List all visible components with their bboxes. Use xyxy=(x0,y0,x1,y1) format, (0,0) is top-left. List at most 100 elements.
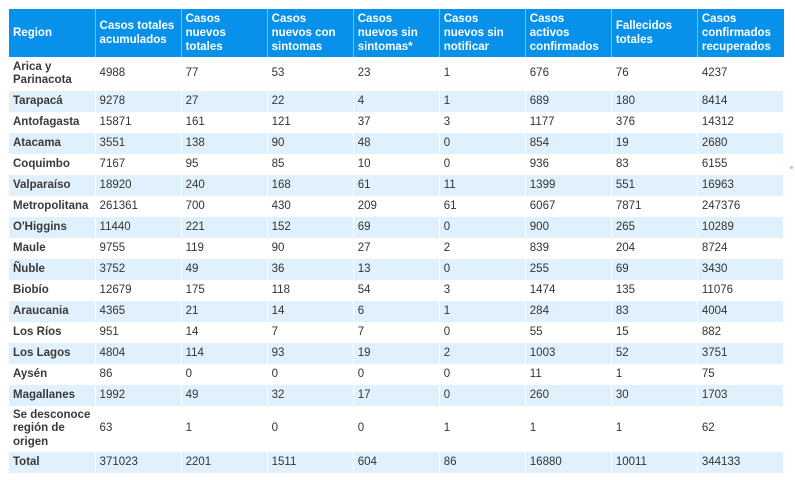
value-cell: 86 xyxy=(95,364,182,385)
region-cell: Magallanes xyxy=(9,385,96,406)
region-cell: Total xyxy=(9,452,96,473)
value-cell: 11076 xyxy=(697,280,785,301)
value-cell: 14312 xyxy=(697,112,785,133)
value-cell: 138 xyxy=(181,133,268,154)
table-row: Magallanes 1992 49 32 17 0 260 30 1703 xyxy=(9,385,785,406)
region-cell: Tarapacá xyxy=(9,91,96,112)
value-cell: 700 xyxy=(181,196,268,217)
value-cell: 93 xyxy=(267,343,354,364)
value-cell: 19 xyxy=(611,133,698,154)
value-cell: 53 xyxy=(267,57,354,91)
value-cell: 14 xyxy=(181,322,268,343)
table-row: Metropolitana 261361 700 430 209 61 6067 7871 24… xyxy=(9,196,785,217)
value-cell: 551 xyxy=(611,175,698,196)
value-cell: 161 xyxy=(181,112,268,133)
value-cell: 7 xyxy=(267,322,354,343)
value-cell: 676 xyxy=(525,57,612,91)
decorative-dot xyxy=(790,166,793,169)
value-cell: 49 xyxy=(181,385,268,406)
value-cell: 1 xyxy=(439,406,526,452)
value-cell: 344133 xyxy=(697,452,785,473)
value-cell: 10 xyxy=(353,154,440,175)
region-cell: Valparaíso xyxy=(9,175,96,196)
column-header: Fallecidos totales xyxy=(611,9,698,57)
value-cell: 175 xyxy=(181,280,268,301)
value-cell: 4004 xyxy=(697,301,785,322)
value-cell: 168 xyxy=(267,175,354,196)
value-cell: 7 xyxy=(353,322,440,343)
value-cell: 62 xyxy=(697,406,785,452)
value-cell: 6155 xyxy=(697,154,785,175)
value-cell: 4365 xyxy=(95,301,182,322)
value-cell: 3751 xyxy=(697,343,785,364)
value-cell: 27 xyxy=(353,238,440,259)
value-cell: 7167 xyxy=(95,154,182,175)
value-cell: 936 xyxy=(525,154,612,175)
column-header: Casos nuevos sin notificar xyxy=(439,9,526,57)
value-cell: 3 xyxy=(439,280,526,301)
region-cell: Aysén xyxy=(9,364,96,385)
value-cell: 255 xyxy=(525,259,612,280)
value-cell: 1992 xyxy=(95,385,182,406)
value-cell: 13 xyxy=(353,259,440,280)
value-cell: 18920 xyxy=(95,175,182,196)
value-cell: 114 xyxy=(181,343,268,364)
region-cell: Ñuble xyxy=(9,259,96,280)
value-cell: 61 xyxy=(353,175,440,196)
value-cell: 4237 xyxy=(697,57,785,91)
value-cell: 4988 xyxy=(95,57,182,91)
value-cell: 90 xyxy=(267,238,354,259)
value-cell: 900 xyxy=(525,217,612,238)
value-cell: 4804 xyxy=(95,343,182,364)
value-cell: 9755 xyxy=(95,238,182,259)
value-cell: 12679 xyxy=(95,280,182,301)
value-cell: 10289 xyxy=(697,217,785,238)
value-cell: 376 xyxy=(611,112,698,133)
value-cell: 0 xyxy=(439,259,526,280)
value-cell: 135 xyxy=(611,280,698,301)
value-cell: 0 xyxy=(439,217,526,238)
region-cell: Biobío xyxy=(9,280,96,301)
value-cell: 209 xyxy=(353,196,440,217)
value-cell: 2680 xyxy=(697,133,785,154)
region-cell: Se desconoce región de origen xyxy=(9,406,96,452)
region-cell: O'Higgins xyxy=(9,217,96,238)
value-cell: 247376 xyxy=(697,196,785,217)
value-cell: 1 xyxy=(611,364,698,385)
value-cell: 55 xyxy=(525,322,612,343)
value-cell: 7871 xyxy=(611,196,698,217)
column-header: Casos nuevos sin sintomas* xyxy=(353,9,440,57)
value-cell: 86 xyxy=(439,452,526,473)
value-cell: 76 xyxy=(611,57,698,91)
table-row: Biobío 12679 175 118 54 3 1474 135 11076 xyxy=(9,280,785,301)
value-cell: 204 xyxy=(611,238,698,259)
region-cell: Atacama xyxy=(9,133,96,154)
value-cell: 75 xyxy=(697,364,785,385)
value-cell: 83 xyxy=(611,301,698,322)
value-cell: 152 xyxy=(267,217,354,238)
value-cell: 4 xyxy=(353,91,440,112)
value-cell: 85 xyxy=(267,154,354,175)
value-cell: 3 xyxy=(439,112,526,133)
table-row: O'Higgins 11440 221 152 69 0 900 265 10289 xyxy=(9,217,785,238)
column-header: Casos nuevos con sintomas xyxy=(267,9,354,57)
value-cell: 0 xyxy=(267,406,354,452)
region-cell: Arica y Parinacota xyxy=(9,57,96,91)
value-cell: 0 xyxy=(353,364,440,385)
table-row: Se desconoce región de origen 63 1 0 0 1 1 1 62 xyxy=(9,406,785,452)
value-cell: 15 xyxy=(611,322,698,343)
value-cell: 0 xyxy=(439,385,526,406)
value-cell: 22 xyxy=(267,91,354,112)
value-cell: 121 xyxy=(267,112,354,133)
value-cell: 69 xyxy=(353,217,440,238)
value-cell: 17 xyxy=(353,385,440,406)
value-cell: 0 xyxy=(353,406,440,452)
value-cell: 11440 xyxy=(95,217,182,238)
region-cell: Maule xyxy=(9,238,96,259)
value-cell: 1474 xyxy=(525,280,612,301)
value-cell: 0 xyxy=(267,364,354,385)
column-header: Casos nuevos totales xyxy=(181,9,268,57)
value-cell: 90 xyxy=(267,133,354,154)
value-cell: 8724 xyxy=(697,238,785,259)
value-cell: 1 xyxy=(611,406,698,452)
